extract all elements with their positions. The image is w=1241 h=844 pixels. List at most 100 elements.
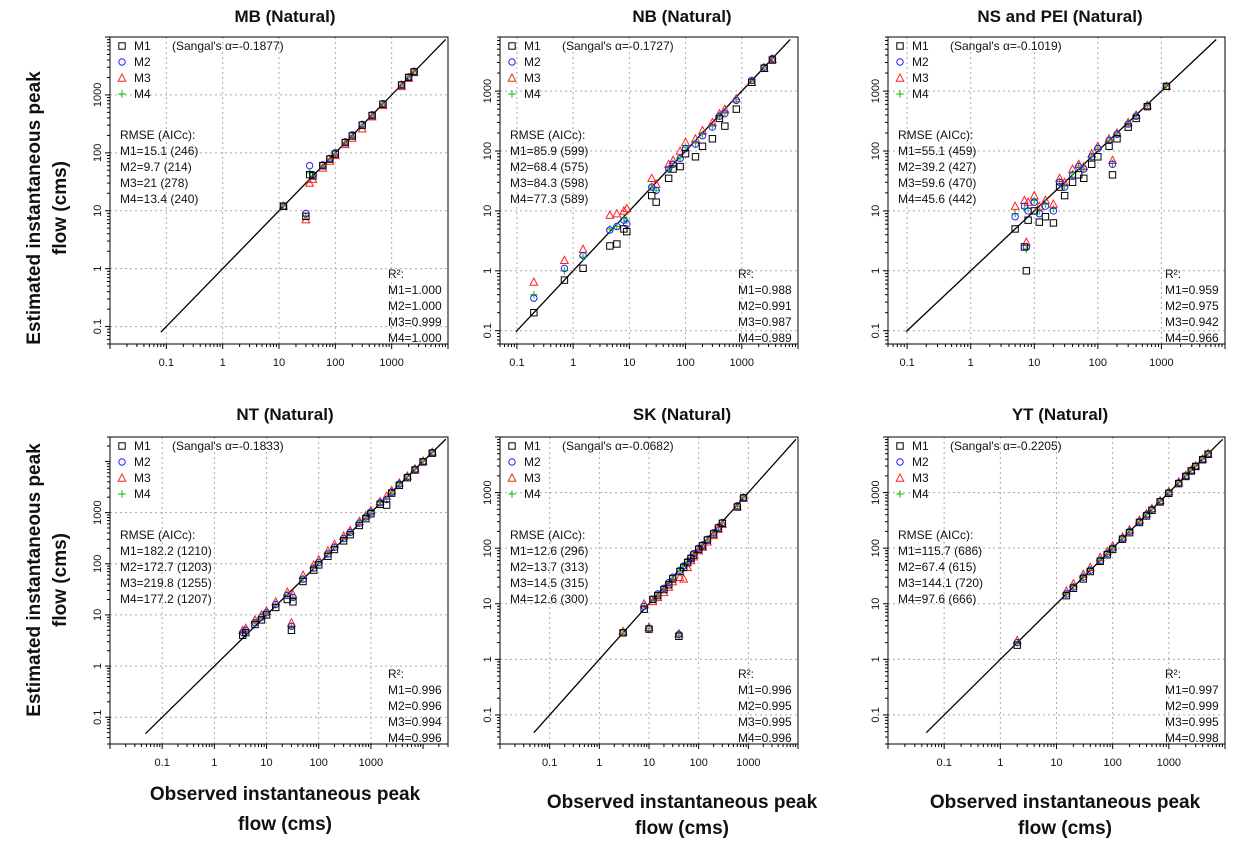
legend-label-m1: M1 (912, 39, 929, 53)
point-m3 (410, 463, 420, 473)
point-m1 (669, 165, 677, 173)
x-tick-label: 0.1 (509, 357, 524, 369)
rmse-entry: M1=115.7 (686) (898, 544, 982, 558)
rmse-title: RMSE (AICc): (120, 528, 195, 542)
point-m1 (309, 172, 317, 180)
point-m2 (560, 264, 569, 273)
x-tick-label: 1 (997, 757, 1003, 769)
y-axis-label-line2: flow (cms) (50, 161, 71, 255)
point-m1 (257, 616, 266, 624)
x-tick-label: 10 (260, 757, 272, 769)
rmse-entry: M3=21 (278) (120, 176, 188, 190)
y-tick-label: 100 (92, 555, 104, 573)
point-m1 (1187, 467, 1195, 475)
point-m1 (1198, 456, 1207, 464)
sangal-alpha-label: (Sangal's α=-0.2205) (950, 439, 1062, 453)
r2-entry: M1=0.959 (1165, 283, 1219, 297)
point-m3 (1061, 585, 1072, 595)
r2-entry: M2=0.975 (1165, 299, 1219, 313)
point-m3 (1107, 155, 1118, 164)
point-m3 (403, 73, 414, 82)
point-m4 (613, 222, 621, 231)
point-m2 (1060, 183, 1069, 191)
point-m1 (698, 542, 707, 550)
point-m2 (1080, 165, 1088, 173)
point-m1 (1049, 219, 1058, 227)
legend-marker-m3 (895, 472, 905, 482)
point-m1 (287, 626, 296, 635)
point-m2 (698, 132, 707, 140)
point-m1 (331, 150, 340, 158)
point-m1 (242, 628, 250, 637)
y-tick-label: 10 (870, 598, 882, 610)
point-m3 (409, 67, 419, 77)
sangal-alpha-label: (Sangal's α=-0.1833) (172, 439, 284, 453)
panel-title: MB (Natural) (234, 7, 335, 26)
legend-label-m1: M1 (912, 439, 929, 453)
point-m1 (1030, 207, 1038, 215)
point-m1 (1069, 584, 1078, 592)
r2-entry: M3=0.995 (738, 715, 792, 729)
point-m1 (1035, 218, 1044, 226)
point-m3 (720, 104, 730, 113)
point-m2 (1113, 130, 1121, 139)
r2-entry: M4=0.996 (738, 731, 792, 745)
r2-entry: M4=0.966 (1165, 331, 1219, 345)
point-m2 (1055, 178, 1064, 187)
panel-6: YT (Natural) 0.1 1 10 100 1000 0.1 1 10 100 1000 M1… (870, 405, 1226, 769)
y-tick-label: 100 (482, 142, 494, 160)
point-m3 (367, 111, 377, 121)
point-m1 (355, 521, 364, 530)
panel-title: SK (Natural) (633, 405, 731, 424)
legend-label-m3: M3 (912, 471, 929, 485)
point-m4 (257, 613, 266, 621)
point-m3 (578, 244, 588, 253)
point-m1 (309, 566, 318, 574)
point-m1 (1132, 114, 1140, 123)
rmse-title: RMSE (AICc): (898, 528, 973, 542)
point-m1 (1094, 153, 1102, 161)
y-axis-label-line1: Estimated instantaneous peak (24, 443, 45, 717)
point-m3 (1054, 173, 1065, 183)
x-axis-label-line2: flow (cms) (1018, 818, 1112, 839)
point-m1 (262, 611, 271, 619)
rmse-title: RMSE (AICc): (898, 128, 973, 142)
r2-entry: M1=0.996 (738, 683, 792, 697)
x-tick-label: 100 (676, 357, 694, 369)
point-m1 (367, 510, 375, 518)
legend-marker-m4 (896, 490, 904, 498)
legend-label-m3: M3 (912, 71, 929, 85)
legend-marker-m2 (508, 58, 516, 66)
point-m3 (1112, 127, 1122, 137)
point-m3 (707, 117, 718, 127)
rmse-title: RMSE (AICc): (510, 528, 585, 542)
point-m1 (1062, 591, 1071, 600)
legend-marker-m3 (507, 472, 517, 482)
point-m3 (1085, 562, 1095, 572)
point-m1 (1079, 575, 1087, 583)
legend-label-m4: M4 (134, 487, 151, 501)
point-m3 (559, 255, 570, 264)
point-m4 (1013, 638, 1021, 647)
point-m1 (709, 530, 718, 538)
point-m3 (618, 626, 628, 635)
point-m1 (319, 161, 327, 170)
point-m1 (1142, 512, 1151, 520)
point-m2 (669, 160, 677, 168)
point-m3 (697, 125, 708, 135)
point-m3 (1087, 148, 1097, 158)
point-m1 (1135, 518, 1144, 527)
panel-title: NB (Natural) (632, 7, 731, 26)
point-m1 (645, 625, 653, 633)
x-tick-label: 1000 (736, 757, 760, 769)
panel-5: SK (Natural) 0.1 1 10 100 1000 0.1 1 10 100 1000 M1… (482, 405, 799, 769)
point-m1 (760, 64, 768, 73)
legend-marker-m3 (117, 472, 127, 482)
rmse-entry: M4=45.6 (442) (898, 192, 976, 206)
legend-label-m2: M2 (912, 455, 929, 469)
point-m1 (681, 150, 690, 158)
r2-entry: M2=0.995 (738, 699, 792, 713)
point-m3 (323, 545, 333, 555)
x-tick-label: 0.1 (542, 757, 557, 769)
r2-entry: M2=0.999 (1165, 699, 1219, 713)
